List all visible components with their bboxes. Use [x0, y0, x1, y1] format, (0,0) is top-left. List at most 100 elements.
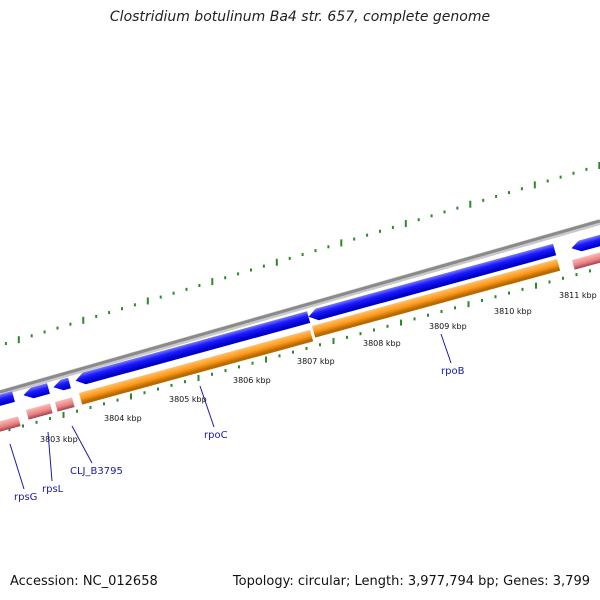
gc-minor-tick — [43, 330, 46, 334]
inner-minor-tick — [184, 380, 186, 384]
gc-minor-tick — [198, 283, 201, 287]
inner-minor-tick — [562, 276, 564, 280]
kbp-label: 3810 kbp — [494, 307, 532, 316]
inner-minor-tick — [238, 365, 240, 369]
gc-minor-tick — [443, 210, 446, 214]
gc-major-tick — [17, 336, 20, 344]
inner-minor-tick — [211, 372, 213, 376]
gc-minor-tick — [262, 264, 265, 268]
cds-clj-b3795 — [53, 377, 71, 391]
inner-major-tick — [197, 374, 200, 381]
gc-major-tick — [146, 297, 149, 305]
inner-minor-tick — [22, 424, 24, 428]
gc-minor-tick — [546, 179, 549, 183]
gc-minor-tick — [495, 194, 498, 198]
inner-minor-tick — [508, 291, 510, 295]
gc-minor-tick — [288, 256, 291, 260]
gc-minor-tick — [482, 198, 485, 202]
cds-next — [571, 234, 600, 252]
gc-minor-tick — [430, 214, 433, 218]
map-title: Clostridium botulinum Ba4 str. 657, comp… — [109, 9, 491, 25]
gc-minor-tick — [353, 237, 356, 241]
gene-label: CLJ_B3795 — [70, 466, 123, 477]
gene-leader-line — [71, 425, 93, 464]
inner-minor-tick — [49, 417, 51, 421]
cds-rpoB — [308, 243, 557, 321]
gene-leader-line — [199, 385, 215, 428]
inner-minor-tick — [413, 317, 416, 321]
inner-minor-tick — [521, 287, 524, 291]
inner-minor-tick — [103, 402, 105, 406]
inner-minor-tick — [278, 354, 281, 358]
gc-major-tick — [340, 239, 343, 247]
topology-label: Topology: circular; Length: 3,977,794 bp… — [232, 574, 590, 589]
inner-minor-tick — [427, 313, 429, 317]
gene-label: rpoC — [204, 430, 228, 441]
inner-major-tick — [130, 393, 132, 400]
inner-minor-tick — [157, 387, 159, 391]
kbp-label: 3806 kbp — [233, 376, 271, 385]
inner-minor-tick — [305, 346, 308, 350]
rna-b — [26, 403, 53, 420]
inner-minor-tick — [8, 428, 11, 432]
gc-minor-tick — [108, 311, 111, 315]
gc-major-tick — [598, 162, 600, 170]
gene-label: rpsL — [42, 484, 64, 495]
inner-minor-tick — [224, 369, 227, 373]
gene-leader-line — [9, 443, 25, 490]
inner-minor-tick — [481, 298, 483, 302]
cds-rpsL — [23, 383, 50, 399]
inner-major-tick — [332, 338, 335, 345]
inner-minor-tick — [143, 391, 146, 395]
inner-minor-tick — [454, 306, 456, 310]
kbp-label: 3811 kbp — [559, 291, 597, 300]
gc-minor-tick — [133, 303, 136, 307]
gc-minor-tick — [327, 245, 330, 249]
inner-major-tick — [467, 301, 470, 308]
gene-leader-line — [440, 333, 452, 364]
feature-track — [0, 219, 600, 434]
gc-minor-tick — [237, 272, 240, 276]
gc-minor-tick — [417, 218, 420, 222]
inner-major-tick — [400, 319, 402, 326]
gc-minor-tick — [250, 268, 252, 272]
gc-minor-tick — [159, 295, 162, 299]
gc-major-tick — [533, 181, 536, 189]
gc-minor-tick — [366, 233, 369, 237]
inner-major-tick — [265, 356, 267, 363]
inner-minor-tick — [251, 361, 254, 365]
kbp-label: 3803 kbp — [40, 435, 78, 444]
inner-major-tick — [62, 411, 65, 418]
annotation-labels: 3803 kbp 3804 kbp 3805 kbp 3806 kbp 3807 kbp… — [9, 291, 597, 503]
gc-minor-tick — [559, 175, 562, 179]
inner-minor-tick — [319, 343, 321, 347]
gc-minor-tick — [185, 287, 188, 291]
gc-minor-tick — [391, 225, 394, 229]
gc-minor-tick — [520, 187, 523, 191]
gc-major-tick — [469, 200, 472, 208]
gc-skew-ticks — [4, 162, 600, 432]
inner-minor-tick — [575, 273, 578, 277]
inner-minor-tick — [89, 406, 92, 410]
gc-minor-tick — [301, 253, 304, 257]
inner-minor-tick — [589, 269, 591, 273]
kbp-label: 3807 kbp — [297, 357, 335, 366]
cds-reverse-b — [312, 258, 561, 338]
kbp-label: 3809 kbp — [429, 322, 467, 331]
rna-a — [0, 416, 21, 434]
kbp-label: 3805 kbp — [169, 395, 207, 404]
gene-label: rpoB — [441, 366, 465, 377]
inner-minor-tick — [386, 324, 389, 328]
accession-label: Accession: NC_012658 — [10, 574, 158, 589]
gc-minor-tick — [224, 276, 227, 280]
gc-minor-tick — [121, 307, 123, 311]
gene-label: rpsG — [14, 492, 37, 503]
inner-minor-tick — [440, 310, 443, 314]
gc-major-tick — [404, 220, 407, 228]
gc-minor-tick — [314, 249, 317, 253]
gc-major-tick — [211, 278, 214, 286]
gc-minor-tick — [56, 326, 59, 330]
inner-minor-tick — [35, 420, 38, 424]
inner-minor-tick — [76, 409, 78, 413]
